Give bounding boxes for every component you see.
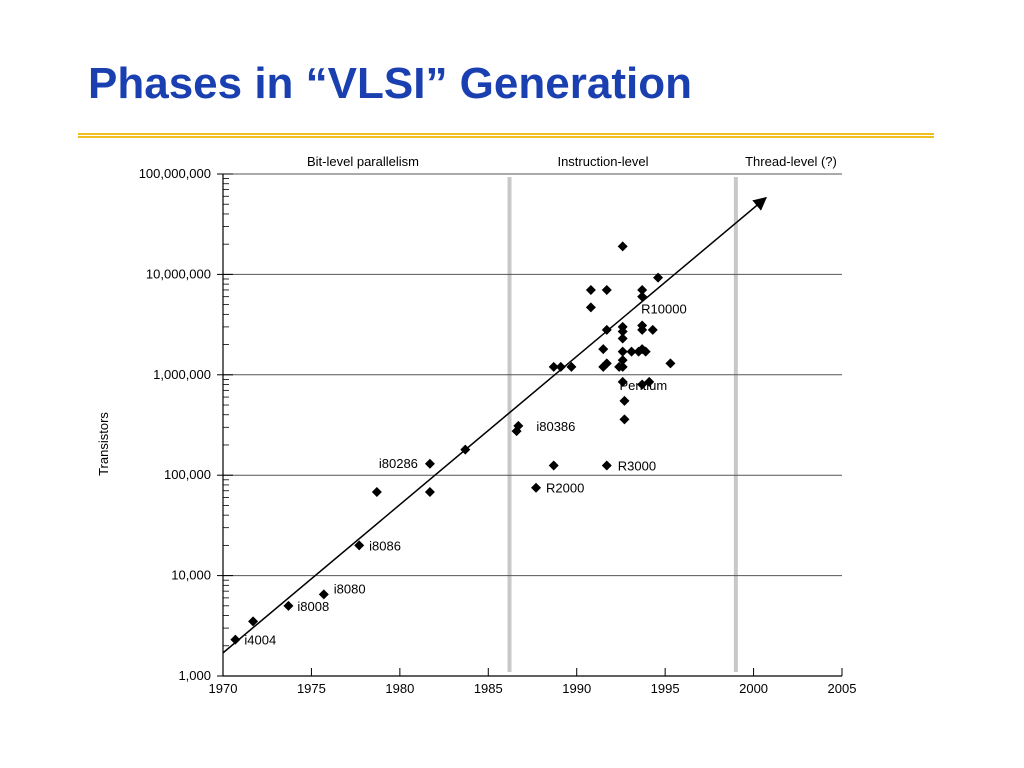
point-label: i8086 xyxy=(369,538,401,553)
data-point xyxy=(585,302,596,313)
data-point xyxy=(566,361,577,372)
x-tick-label: 1980 xyxy=(385,681,414,696)
y-tick-label: 100,000,000 xyxy=(139,166,211,181)
data-point xyxy=(665,358,676,369)
trend-arrow xyxy=(222,196,767,654)
data-point xyxy=(617,333,628,344)
data-point xyxy=(637,284,648,295)
data-point xyxy=(619,395,630,406)
data-point xyxy=(617,376,628,387)
data-point xyxy=(371,487,382,498)
point-label: Pentium xyxy=(619,378,667,393)
x-tick-label: 1985 xyxy=(474,681,503,696)
data-point xyxy=(424,458,435,469)
data-point xyxy=(647,324,658,335)
data-point xyxy=(637,291,648,302)
data-point xyxy=(653,272,664,283)
data-point xyxy=(601,284,612,295)
point-label: i8008 xyxy=(297,599,329,614)
data-point xyxy=(548,460,559,471)
x-tick-label: 1995 xyxy=(651,681,680,696)
y-tick-label: 1,000 xyxy=(178,668,211,683)
data-point xyxy=(283,600,294,611)
point-label: R10000 xyxy=(641,302,687,317)
data-point xyxy=(601,324,612,335)
x-tick-label: 2005 xyxy=(828,681,857,696)
data-point xyxy=(619,414,630,425)
point-label: i8080 xyxy=(334,581,366,596)
title-rule xyxy=(78,133,934,138)
data-point xyxy=(617,346,628,357)
point-label: i4004 xyxy=(244,633,276,648)
data-point xyxy=(354,540,365,551)
data-point xyxy=(230,634,241,645)
x-tick-label: 2000 xyxy=(739,681,768,696)
y-tick-label: 10,000 xyxy=(171,568,211,583)
data-point xyxy=(617,355,628,366)
data-point xyxy=(555,361,566,372)
x-tick-label: 1975 xyxy=(297,681,326,696)
data-point xyxy=(617,326,628,337)
point-label: i80286 xyxy=(379,456,418,471)
y-tick-label: 10,000,000 xyxy=(146,266,211,281)
phase-label: Instruction-level xyxy=(557,154,648,169)
data-point xyxy=(637,324,648,335)
x-tick-label: 1990 xyxy=(562,681,591,696)
y-tick-label: 1,000,000 xyxy=(153,367,211,382)
data-point xyxy=(513,420,524,431)
data-point xyxy=(640,346,651,357)
y-axis-label: Transistors xyxy=(96,412,111,476)
data-point xyxy=(598,344,609,355)
data-point xyxy=(585,284,596,295)
data-point xyxy=(531,482,542,493)
data-point xyxy=(617,361,628,372)
data-point xyxy=(460,444,471,455)
slide-title: Phases in “VLSI” Generation xyxy=(88,59,692,108)
point-label: R3000 xyxy=(618,458,656,473)
y-tick-label: 100,000 xyxy=(164,467,211,482)
data-point xyxy=(424,487,435,498)
point-label: i80386 xyxy=(536,419,575,434)
data-point xyxy=(248,616,259,627)
phase-label: Bit-level parallelism xyxy=(307,154,419,169)
data-point xyxy=(644,376,655,387)
data-point xyxy=(617,241,628,252)
x-tick-label: 1970 xyxy=(209,681,238,696)
phase-label: Thread-level (?) xyxy=(745,154,837,169)
data-point xyxy=(601,460,612,471)
data-point xyxy=(626,346,637,357)
data-point xyxy=(601,358,612,369)
data-point xyxy=(318,589,329,600)
data-point xyxy=(548,361,559,372)
point-label: R2000 xyxy=(546,481,584,496)
